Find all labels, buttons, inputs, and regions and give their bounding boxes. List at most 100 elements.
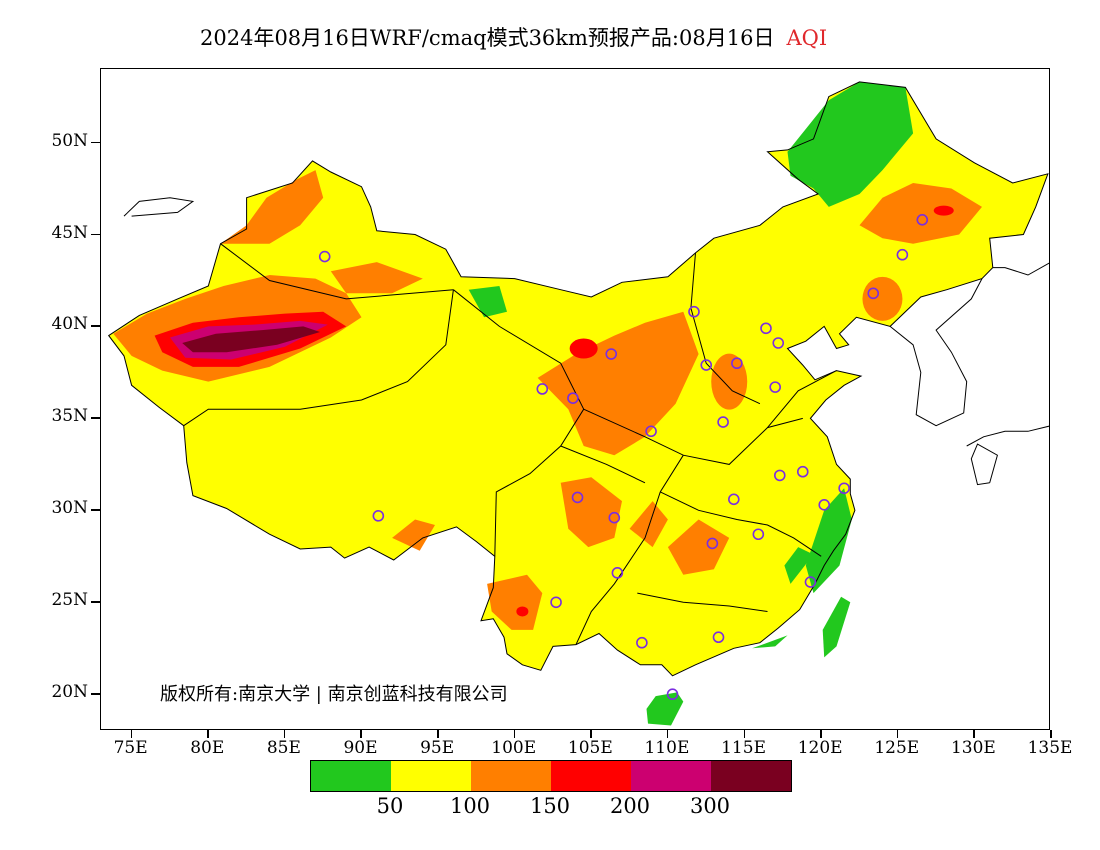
city-station-marker[interactable] — [896, 248, 909, 261]
province-boundary — [583, 408, 803, 465]
city-station-marker[interactable] — [605, 348, 618, 360]
city-station-marker[interactable] — [706, 537, 719, 550]
lat-tick-label: 20N — [51, 682, 88, 703]
city-station-marker[interactable] — [752, 528, 765, 541]
coastline — [992, 262, 1049, 276]
coastline — [966, 425, 1049, 447]
legend-label: 100 — [449, 794, 491, 818]
lon-tick-label: 125E — [874, 738, 920, 758]
city-station-marker[interactable] — [731, 357, 743, 370]
title-text: 2024年08月16日WRF/cmaq模式36km预报产品:08月16日 — [200, 26, 775, 50]
province-boundary — [767, 370, 837, 428]
lat-tick-label: 35N — [51, 406, 88, 427]
province-boundary — [690, 252, 761, 405]
city-station-marker[interactable] — [608, 511, 621, 524]
lat-tick-label: 25N — [51, 590, 88, 611]
lon-tick — [437, 730, 439, 738]
province-boundary — [575, 454, 684, 645]
city-station-marker[interactable] — [611, 567, 624, 579]
legend-swatch — [391, 761, 471, 791]
lon-tick — [283, 730, 286, 738]
legend-label: 50 — [376, 794, 404, 818]
legend-swatch — [311, 761, 391, 791]
lat-tick-label: 30N — [51, 498, 88, 519]
lon-tick — [513, 730, 516, 738]
city-station-marker[interactable] — [796, 465, 809, 478]
province-boundary — [637, 592, 768, 612]
lon-tick — [820, 730, 822, 738]
usg-zone-tibet-se — [392, 519, 435, 551]
title-variable: AQI — [786, 26, 828, 50]
city-station-marker[interactable] — [916, 213, 929, 226]
legend-swatch — [471, 761, 551, 791]
good-zone-fujian — [784, 547, 814, 584]
city-station-marker[interactable] — [666, 688, 679, 701]
good-zone-taiwan — [822, 596, 851, 658]
lat-tick — [91, 325, 100, 327]
lon-tick-label: 75E — [113, 738, 148, 758]
city-station-marker[interactable] — [567, 392, 579, 404]
city-station-marker[interactable] — [769, 381, 781, 393]
province-boundary — [560, 445, 646, 484]
city-station-marker[interactable] — [838, 482, 850, 495]
city-station-marker[interactable] — [700, 359, 713, 371]
lat-tick — [91, 601, 100, 603]
city-station-marker[interactable] — [804, 576, 817, 588]
lon-tick — [1050, 730, 1052, 738]
china-border — [107, 81, 1049, 677]
province-boundary — [183, 289, 454, 427]
color-legend — [310, 760, 792, 792]
province-boundary — [453, 289, 585, 557]
usg-zone-sichuan — [560, 477, 622, 548]
province-boundary — [220, 243, 454, 300]
city-station-marker[interactable] — [688, 305, 700, 318]
usg-zone-hami — [330, 262, 423, 294]
usg-zone-harbin — [859, 183, 982, 244]
lat-tick — [91, 233, 100, 235]
city-station-marker[interactable] — [372, 510, 385, 522]
city-station-marker[interactable] — [760, 322, 772, 335]
coastline — [970, 443, 998, 486]
good-zone-hainan — [646, 692, 684, 726]
legend-swatch — [711, 761, 791, 791]
city-station-marker[interactable] — [712, 631, 725, 644]
lat-tick — [91, 509, 100, 511]
legend-swatch — [631, 761, 711, 791]
lon-tick-label: 80E — [190, 738, 225, 758]
city-station-marker[interactable] — [571, 491, 584, 504]
lon-tick — [666, 730, 669, 738]
lat-tick-label: 45N — [51, 222, 88, 243]
lon-tick — [973, 730, 975, 738]
lon-tick — [130, 730, 133, 738]
city-station-marker[interactable] — [645, 425, 657, 438]
city-station-marker[interactable] — [636, 636, 648, 649]
city-station-marker[interactable] — [717, 416, 729, 428]
map-frame[interactable] — [100, 68, 1050, 730]
lon-tick-label: 105E — [567, 738, 613, 758]
hazardous-zone-taklimakan — [182, 326, 321, 353]
city-station-marker[interactable] — [318, 250, 331, 263]
lon-tick — [360, 730, 362, 738]
city-station-marker[interactable] — [867, 287, 880, 300]
lon-tick — [590, 730, 592, 738]
legend-label: 200 — [609, 794, 651, 818]
good-zone-zhejiang — [805, 488, 852, 594]
map-title: 2024年08月16日WRF/cmaq模式36km预报产品:08月16日 AQI — [200, 22, 827, 52]
city-station-marker[interactable] — [772, 337, 785, 349]
lon-tick — [896, 730, 899, 738]
province-boundary — [660, 491, 822, 557]
city-station-marker[interactable] — [550, 596, 562, 609]
city-station-marker[interactable] — [728, 493, 740, 506]
lon-tick-label: 115E — [721, 738, 766, 758]
usg-zone-yunnan — [487, 574, 543, 630]
good-zone-gansu — [468, 286, 507, 318]
city-station-marker[interactable] — [818, 499, 831, 511]
lon-tick-label: 130E — [950, 738, 996, 758]
legend-label: 150 — [529, 794, 571, 818]
legend-swatch — [551, 761, 631, 791]
unhealthy-blob-ningxia — [569, 338, 598, 359]
city-station-marker[interactable] — [773, 469, 786, 482]
lon-tick — [207, 730, 209, 738]
city-station-marker[interactable] — [536, 383, 549, 395]
copyright-notice: 版权所有:南京大学 | 南京创蓝科技有限公司 — [160, 684, 508, 705]
